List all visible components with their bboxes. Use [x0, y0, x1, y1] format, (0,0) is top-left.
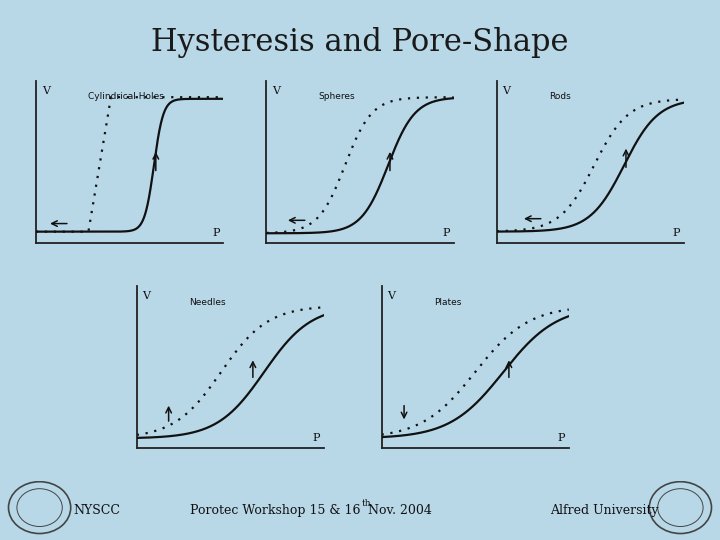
Text: Hysteresis and Pore-Shape: Hysteresis and Pore-Shape	[151, 27, 569, 58]
Text: P: P	[557, 433, 565, 443]
Text: Plates: Plates	[434, 298, 462, 307]
Text: P: P	[442, 228, 450, 238]
Text: P: P	[672, 228, 680, 238]
Text: Needles: Needles	[189, 298, 226, 307]
Text: Rods: Rods	[549, 92, 571, 102]
Text: V: V	[272, 86, 280, 96]
Text: Spheres: Spheres	[319, 92, 356, 102]
Text: Nov. 2004: Nov. 2004	[364, 504, 431, 517]
Text: P: P	[212, 228, 220, 238]
Text: Alfred University: Alfred University	[551, 504, 659, 517]
Text: th: th	[362, 499, 372, 508]
Text: Cylindrical Holes: Cylindrical Holes	[89, 92, 164, 102]
Text: Porotec Workshop 15 & 16: Porotec Workshop 15 & 16	[189, 504, 360, 517]
Text: NYSCC: NYSCC	[73, 504, 121, 517]
Text: V: V	[503, 86, 510, 96]
Text: V: V	[387, 291, 395, 301]
Text: V: V	[42, 86, 50, 96]
Text: P: P	[312, 433, 320, 443]
Text: V: V	[143, 291, 150, 301]
